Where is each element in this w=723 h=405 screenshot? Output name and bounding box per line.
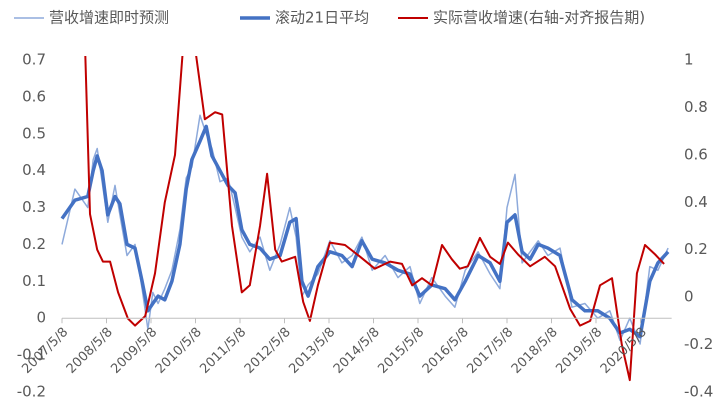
x-tick-label: 2015/5/8 [375,325,427,377]
y-tick-label: 0.6 [22,87,46,105]
series-line [60,124,670,339]
x-tick-label: 2011/5/8 [197,325,249,377]
y2-tick-label: -0.4 [684,383,713,401]
x-tick-label: 2010/5/8 [153,325,205,377]
legend-label: 滚动21日平均 [275,9,369,27]
x-tick-label: 2016/5/8 [420,325,472,377]
series-line [61,114,669,345]
x-tick-label: 2017/5/8 [464,325,516,377]
y2-tick-label: 0.8 [684,98,708,116]
y-tick-label: -0.1 [17,346,46,364]
series-line [84,56,665,382]
y2-tick-label: 0.6 [684,145,708,163]
y-tick-label: 0 [36,309,46,327]
y-tick-label: 0.5 [22,124,46,142]
y-tick-label: 0.3 [22,198,46,216]
y-tick-label: 0.7 [22,51,46,69]
legend-label: 实际营收增速(右轴-对齐报告期) [433,9,645,27]
x-tick-label: 2009/5/8 [108,325,160,377]
y-tick-label: -0.2 [17,383,46,401]
y2-tick-label: 1 [684,51,694,69]
y-tick-label: 0.2 [22,235,46,253]
x-tick-label: 2014/5/8 [331,325,383,377]
y2-tick-label: 0.2 [684,240,708,258]
x-tick-label: 2019/5/8 [553,325,605,377]
x-tick-label: 2013/5/8 [286,325,338,377]
y2-tick-label: 0 [684,288,694,306]
x-tick-label: 2018/5/8 [509,325,561,377]
y2-tick-label: -0.2 [684,335,713,353]
x-tick-label: 2008/5/8 [64,325,116,377]
y2-tick-label: 0.4 [684,193,708,211]
plot-area [60,56,670,382]
legend-label: 营收增速即时预测 [49,9,169,27]
y-tick-label: 0.1 [22,272,46,290]
y-tick-label: 0.4 [22,161,46,179]
x-tick-label: 2012/5/8 [242,325,294,377]
